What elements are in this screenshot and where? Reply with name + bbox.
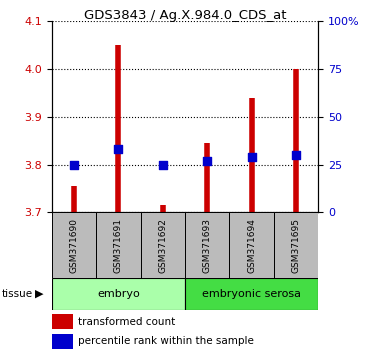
Bar [52, 212, 96, 278]
Bar [185, 212, 229, 278]
Bar [229, 212, 274, 278]
Bar [52, 334, 73, 348]
Bar [52, 278, 185, 310]
Text: ▶: ▶ [35, 289, 43, 299]
Bar [52, 314, 73, 329]
Point [160, 162, 166, 167]
Point [249, 154, 255, 160]
Point [115, 147, 121, 152]
Point [71, 162, 77, 167]
Bar [141, 212, 185, 278]
Text: GSM371690: GSM371690 [70, 218, 78, 273]
Text: GDS3843 / Ag.X.984.0_CDS_at: GDS3843 / Ag.X.984.0_CDS_at [84, 9, 286, 22]
Bar [274, 212, 318, 278]
Text: GSM371695: GSM371695 [292, 218, 300, 273]
Text: GSM371693: GSM371693 [203, 218, 212, 273]
Bar [96, 212, 141, 278]
Text: percentile rank within the sample: percentile rank within the sample [78, 336, 254, 346]
Text: embryo: embryo [97, 289, 140, 299]
Text: GSM371692: GSM371692 [158, 218, 167, 273]
Point [204, 158, 210, 164]
Text: embryonic serosa: embryonic serosa [202, 289, 301, 299]
Text: GSM371691: GSM371691 [114, 218, 123, 273]
Text: tissue: tissue [2, 289, 33, 299]
Bar [185, 278, 318, 310]
Text: GSM371694: GSM371694 [247, 218, 256, 273]
Point [293, 152, 299, 158]
Text: transformed count: transformed count [78, 316, 176, 327]
